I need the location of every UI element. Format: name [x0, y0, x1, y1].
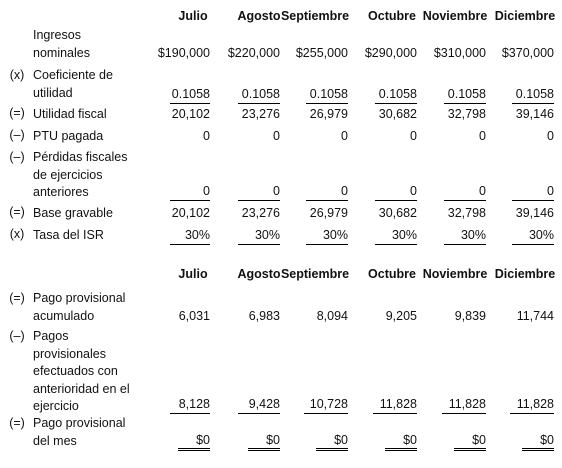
month-header-octubre: Octubre [368, 9, 416, 23]
month-header-diciembre: Diciembre [494, 267, 556, 281]
row-operator: (–) [9, 128, 25, 142]
cell-value: 8,094 [316, 309, 348, 323]
cell-value: 0.1058 [170, 86, 210, 104]
row-operator: (=) [9, 291, 25, 305]
cell-value: $0 [316, 433, 348, 451]
cell-value: 0 [479, 129, 486, 143]
cell-value: 11,828 [373, 396, 417, 414]
cell-value: 9,428 [238, 396, 280, 414]
row-operator: (x) [9, 227, 25, 241]
row-label: PTU pagada [33, 129, 104, 143]
cell-value: 0.1058 [306, 86, 348, 104]
cell-value: 20,102 [171, 107, 210, 121]
cell-value: 10,728 [304, 396, 348, 414]
cell-value: 0.1058 [238, 86, 280, 104]
row-operator: (=) [9, 106, 25, 120]
month-header-agosto: Agosto [237, 9, 281, 23]
cell-value: 0 [238, 183, 280, 201]
cell-value: 30,682 [378, 206, 417, 220]
row-label: Pagos provisionales efectuados con anter… [33, 329, 130, 413]
cell-value: 23,276 [241, 206, 280, 220]
cell-value: 0.1058 [375, 86, 417, 104]
row-label: Pago provisional del mes [33, 416, 126, 448]
cell-value: 0 [170, 183, 210, 201]
cell-value: 30% [170, 227, 210, 245]
cell-value: 32,798 [447, 206, 486, 220]
month-header-octubre: Octubre [368, 267, 416, 281]
cell-value: 23,276 [241, 107, 280, 121]
cell-value: $255,000 [295, 46, 348, 60]
cell-value: 11,744 [516, 309, 554, 323]
cell-value: 0 [444, 183, 486, 201]
cell-value: 30,682 [378, 107, 417, 121]
cell-value: 6,031 [178, 309, 210, 323]
cell-value: 30% [306, 227, 348, 245]
row-label: Coeficiente de utilidad [33, 68, 113, 100]
cell-value: 9,839 [454, 309, 486, 323]
cell-value: $370,000 [501, 46, 554, 60]
cell-value: 0 [547, 129, 554, 143]
month-header-diciembre: Diciembre [494, 9, 556, 23]
cell-value: 9,205 [385, 309, 417, 323]
cell-value: $220,000 [227, 46, 280, 60]
month-header-noviembre: Noviembre [422, 9, 488, 23]
cell-value: 6,983 [248, 309, 280, 323]
row-operator: (x) [9, 68, 25, 82]
month-header-agosto: Agosto [237, 267, 281, 281]
cell-value: 39,146 [515, 206, 554, 220]
cell-value: 30% [512, 227, 554, 245]
cell-value: $0 [178, 433, 210, 451]
row-operator: (=) [9, 416, 25, 430]
cell-value: $0 [248, 433, 280, 451]
cell-value: 30% [375, 227, 417, 245]
row-label: Ingresos nominales [33, 28, 90, 60]
row-label: Pérdidas fiscales de ejercicios anterior… [33, 150, 128, 199]
cell-value: 0.1058 [512, 86, 554, 104]
cell-value: $0 [454, 433, 486, 451]
row-operator: (–) [9, 150, 25, 164]
cell-value: 11,828 [442, 396, 486, 414]
cell-value: $290,000 [364, 46, 417, 60]
row-label: Base gravable [33, 206, 113, 220]
cell-value: 0.1058 [444, 86, 486, 104]
month-header-septiembre: Septiembre [280, 267, 350, 281]
cell-value: 11,828 [510, 396, 554, 414]
row-label: Pago provisional acumulado [33, 291, 126, 323]
row-operator: (=) [9, 205, 25, 219]
cell-value: 26,979 [309, 107, 348, 121]
month-header-septiembre: Septiembre [280, 9, 350, 23]
cell-value: 0 [306, 183, 348, 201]
cell-value: 30% [238, 227, 280, 245]
cell-value: $310,000 [433, 46, 486, 60]
cell-value: 0 [512, 183, 554, 201]
month-header-julio: Julio [178, 267, 208, 281]
cell-value: 30% [444, 227, 486, 245]
cell-value: 26,979 [309, 206, 348, 220]
month-header-julio: Julio [178, 9, 208, 23]
cell-value: 8,128 [170, 396, 210, 414]
row-label: Tasa del ISR [33, 228, 104, 242]
cell-value: $0 [385, 433, 417, 451]
cell-value: 0 [341, 129, 348, 143]
month-header-noviembre: Noviembre [422, 267, 488, 281]
cell-value: 39,146 [515, 107, 554, 121]
row-label: Utilidad fiscal [33, 107, 107, 121]
cell-value: 0 [273, 129, 280, 143]
cell-value: $190,000 [157, 46, 210, 60]
cell-value: 32,798 [447, 107, 486, 121]
cell-value: $0 [522, 433, 554, 451]
cell-value: 0 [410, 129, 417, 143]
cell-value: 20,102 [171, 206, 210, 220]
cell-value: 0 [375, 183, 417, 201]
row-operator: (–) [9, 329, 25, 343]
cell-value: 0 [203, 129, 210, 143]
